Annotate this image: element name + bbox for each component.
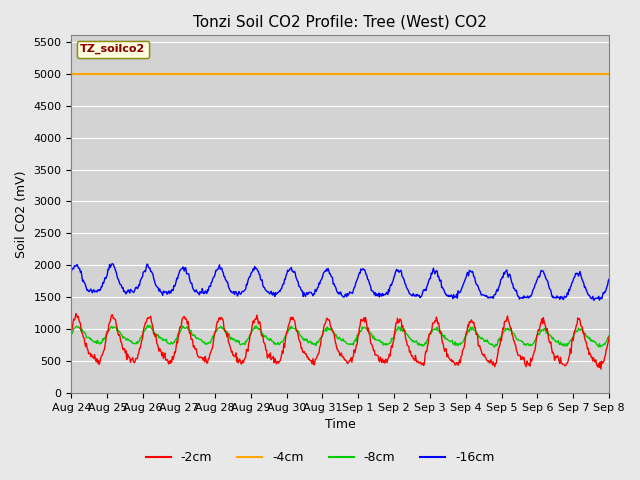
Line: -8cm: -8cm [72,325,609,347]
-16cm [68,268,76,274]
Legend: TZ_soilco2: TZ_soilco2 [77,41,149,58]
Line: -16cm: -16cm [72,264,609,300]
-8cm [595,344,602,350]
-2cm [406,348,414,354]
-16cm [109,261,116,266]
-4cm [188,71,195,76]
Legend: -2cm, -4cm, -8cm, -16cm: -2cm, -4cm, -8cm, -16cm [141,446,499,469]
Y-axis label: Soil CO2 (mV): Soil CO2 (mV) [15,170,28,258]
-16cm [77,268,85,274]
-4cm [406,71,413,76]
-16cm [133,286,141,291]
Line: -2cm: -2cm [72,313,609,369]
-2cm [78,330,86,336]
-8cm [132,341,140,347]
-8cm [406,336,414,341]
-4cm [68,71,76,76]
-2cm [133,356,141,361]
-2cm [72,311,80,316]
-16cm [406,291,414,297]
-2cm [216,317,224,323]
-4cm [132,71,140,76]
X-axis label: Time: Time [325,419,356,432]
-8cm [422,341,430,347]
-4cm [216,71,223,76]
-8cm [77,328,85,334]
-8cm [144,322,152,328]
-16cm [590,298,598,303]
-16cm [605,276,613,282]
-16cm [188,280,196,286]
Title: Tonzi Soil CO2 Profile: Tree (West) CO2: Tonzi Soil CO2 Profile: Tree (West) CO2 [193,15,487,30]
-8cm [68,330,76,336]
-2cm [605,334,613,340]
-4cm [421,71,429,76]
-16cm [216,266,224,272]
-4cm [605,71,613,76]
-8cm [188,332,196,337]
-2cm [68,328,76,334]
-8cm [216,324,224,330]
-2cm [422,348,430,354]
-8cm [605,333,613,338]
-16cm [422,288,430,293]
-4cm [77,71,85,76]
-2cm [597,366,605,372]
-2cm [188,336,196,341]
